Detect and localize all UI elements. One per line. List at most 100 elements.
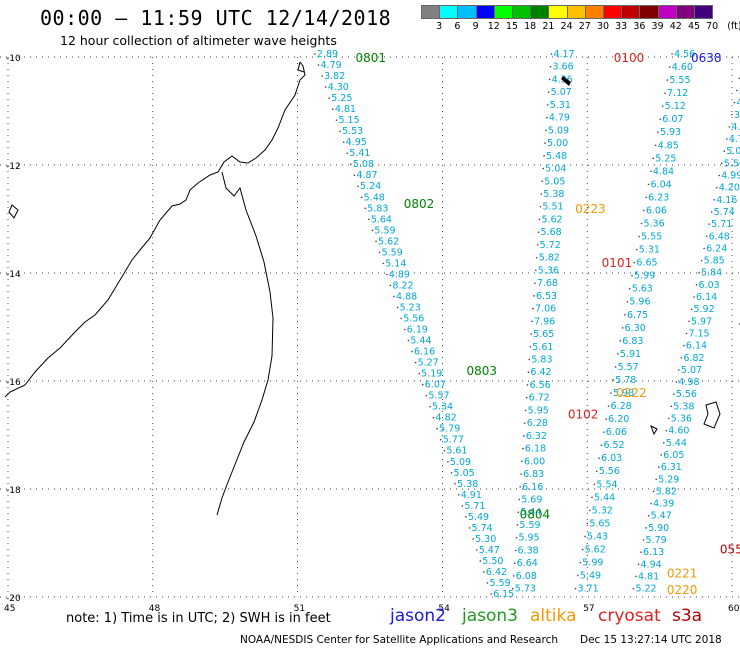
wave-height-value: 7.15 (688, 328, 709, 339)
lon-label: 57 (583, 604, 594, 614)
track-point (443, 449, 446, 452)
coastline-path (4, 61, 306, 398)
wave-height-value: 4.89 (389, 269, 410, 280)
wave-height-value: 5.23 (400, 302, 421, 313)
wave-height-value: 5.72 (540, 240, 561, 251)
lat-label: -16 (6, 378, 21, 388)
wave-height-value: 5.79 (646, 535, 667, 546)
track-point (713, 199, 716, 201)
track-point (539, 205, 542, 208)
wave-height-value: 6.75 (627, 310, 648, 321)
legend-label: 15 (505, 21, 519, 32)
wave-height-value: 4.99 (721, 171, 740, 182)
track-point (490, 593, 492, 595)
track-point (332, 108, 334, 110)
wave-height-value: 5.62 (541, 214, 562, 225)
track-point (436, 427, 438, 430)
wave-height-value: 6.72 (529, 393, 550, 404)
track-point (633, 261, 636, 264)
wave-height-value: 4.79 (549, 113, 570, 124)
track-point (610, 392, 612, 394)
wave-height-value: 5.22 (635, 584, 656, 595)
track-point (673, 393, 675, 396)
track-point (657, 131, 659, 134)
wave-height-value: 6.07 (662, 114, 683, 125)
wave-height-value: 5.08 (353, 159, 374, 170)
track-point (631, 274, 633, 277)
track-point (534, 269, 537, 272)
track-marker (561, 76, 571, 86)
track-point (518, 498, 521, 501)
satellite-cryosat: cryosat (598, 606, 661, 626)
wave-height-value: 6.19 (407, 325, 428, 336)
satellite-jason2: jason2 (390, 606, 446, 626)
track-point (675, 381, 678, 383)
track-point (536, 244, 539, 246)
wave-height-value: 6.14 (686, 341, 707, 352)
track-point (540, 193, 543, 195)
wave-height-value: 5.93 (660, 127, 681, 138)
track-point (647, 183, 650, 186)
wave-height-value: 6.18 (525, 444, 546, 455)
wave-height-value: 4.91 (461, 490, 482, 501)
wave-height-value: 5.98 (613, 388, 634, 399)
lon-label: 54 (438, 604, 450, 614)
wave-height-value: 5.99 (634, 271, 655, 282)
track-point (346, 152, 349, 154)
track-point (667, 417, 670, 420)
track-point (581, 548, 584, 551)
wave-height-value: 5.71 (464, 501, 485, 512)
wave-height-value: 5.49 (580, 571, 601, 582)
track-point (525, 396, 528, 399)
wave-height-value: 5.63 (632, 284, 653, 295)
track-point (603, 431, 605, 433)
wave-height-value: 5.29 (658, 474, 679, 485)
track-point (534, 282, 536, 284)
wave-height-value: 5.74 (472, 523, 493, 534)
track-point (708, 223, 710, 225)
track-point (400, 317, 402, 320)
wave-height-value: 6.56 (530, 380, 551, 391)
track-point (546, 104, 549, 106)
track-point (425, 394, 428, 397)
track-point (640, 551, 642, 553)
wave-height-value: 6.30 (625, 323, 646, 334)
wave-height-value: 2.89 (317, 49, 338, 60)
pass-time-label: 0101 (602, 256, 633, 270)
lon-label: 45 (4, 604, 15, 614)
wave-height-value: 5.82 (539, 253, 560, 264)
wave-height-value: 4.56 (674, 49, 695, 60)
map-title: 00:00 – 11:59 UTC 12/14/2018 (40, 6, 392, 30)
legend-label: 12 (487, 21, 500, 32)
track-point (411, 350, 413, 353)
satellite-jason3: jason3 (462, 606, 518, 626)
legend-label: 30 (596, 21, 610, 32)
wave-height-value: 6.82 (683, 353, 704, 364)
wave-height-value: 5.15 (338, 115, 359, 126)
wave-height-value: 5.05 (544, 176, 565, 187)
wave-height-value: 5.55 (641, 232, 662, 243)
wave-height-value: 6.07 (425, 380, 446, 391)
track-point (626, 300, 629, 303)
track-point (640, 222, 643, 225)
wave-height-value: 4.96 (736, 98, 740, 109)
wave-height-value: 5.44 (594, 492, 615, 503)
track-point (695, 284, 698, 286)
wave-height-value: 5.99 (582, 558, 603, 569)
track-point (548, 78, 551, 81)
wave-height-value: 5.36 (538, 265, 559, 276)
wave-height-value: 4.81 (335, 104, 356, 115)
wave-height-value: 6.14 (696, 292, 717, 303)
legend-label: 3 (436, 21, 443, 32)
wave-height-value: 5.85 (704, 256, 725, 267)
track-point (512, 575, 515, 577)
wave-height-value: 6.65 (636, 258, 657, 269)
wave-height-value: 6.24 (706, 243, 727, 254)
track-point (588, 509, 591, 512)
wave-height-value: 5.50 (724, 158, 740, 169)
legend-label: 70 (706, 21, 719, 32)
legend-label: 9 (472, 21, 479, 32)
wave-height-value: 5.25 (655, 153, 676, 164)
